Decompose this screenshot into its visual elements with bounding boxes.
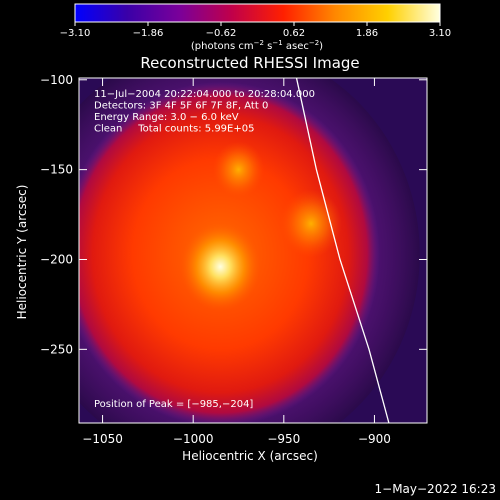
bright-spot — [280, 189, 342, 258]
chart-title: Reconstructed RHESSI Image — [140, 54, 359, 72]
annotation-line: Clean Total counts: 5.99E+05 — [94, 124, 254, 135]
colorbar-units-suffix: ) — [319, 41, 323, 52]
colorbar-tick-label: 1.86 — [356, 28, 378, 39]
colorbar-units: (photons cm−2 s−1 asec−2) — [191, 39, 323, 52]
colorbar-units-exp3: −2 — [309, 39, 319, 47]
x-tick-label: −950 — [267, 432, 300, 446]
y-tick-label: −200 — [40, 252, 73, 266]
y-tick-label: −250 — [40, 342, 73, 356]
peak-position-label: Position of Peak = [−985,−204] — [94, 399, 253, 410]
annotation-line: Detectors: 3F 4F 5F 6F 7F 8F, Att 0 — [94, 101, 268, 112]
colorbar-units-prefix: (photons cm — [191, 41, 254, 52]
x-axis-label: Heliocentric X (arcsec) — [182, 449, 318, 463]
colorbar-units-mid2: asec — [283, 41, 309, 52]
y-tick-label: −100 — [40, 73, 73, 87]
colorbar-tick-label: 3.10 — [429, 28, 451, 39]
y-tick-label: −150 — [40, 163, 73, 177]
annotation-line: 11−Jul−2004 20:22:04.000 to 20:28:04.000 — [94, 89, 315, 100]
x-tick-label: −1050 — [82, 432, 123, 446]
x-axis-tick-labels: −1050 −1000 −950 −900 — [82, 432, 391, 446]
colorbar-units-exp1: −2 — [254, 39, 264, 47]
heatmap-image — [79, 78, 427, 423]
y-axis-ticks — [79, 79, 427, 350]
y-axis-label: Heliocentric Y (arcsec) — [15, 185, 29, 320]
annotation-block: 11−Jul−2004 20:22:04.000 to 20:28:04.000… — [94, 89, 315, 135]
colorbar-units-mid1: s — [264, 41, 272, 52]
bright-spot — [212, 141, 265, 198]
colorbar-tick-label: 0.62 — [283, 28, 305, 39]
colorbar-tick-label: −0.62 — [206, 28, 237, 39]
solar-limb-line — [295, 78, 390, 423]
colorbar-tick-label: −3.10 — [60, 28, 91, 39]
x-tick-label: −900 — [358, 432, 391, 446]
colorbar — [74, 3, 441, 23]
colorbar-ticks — [74, 22, 441, 26]
bright-spot — [180, 222, 261, 311]
y-axis-tick-labels: −100 −150 −200 −250 — [40, 73, 73, 357]
footer-timestamp: 1−May−2022 16:23 — [375, 482, 497, 496]
x-axis-ticks — [102, 78, 375, 423]
colorbar-units-exp2: −1 — [272, 39, 282, 47]
annotation-line: Energy Range: 3.0 − 6.0 keV — [94, 112, 239, 123]
plot-frame — [78, 77, 428, 424]
colorbar-tick-labels: −3.10 −1.86 −0.62 0.62 1.86 3.10 — [60, 28, 451, 39]
x-tick-label: −1000 — [173, 432, 214, 446]
colorbar-tick-label: −1.86 — [133, 28, 164, 39]
